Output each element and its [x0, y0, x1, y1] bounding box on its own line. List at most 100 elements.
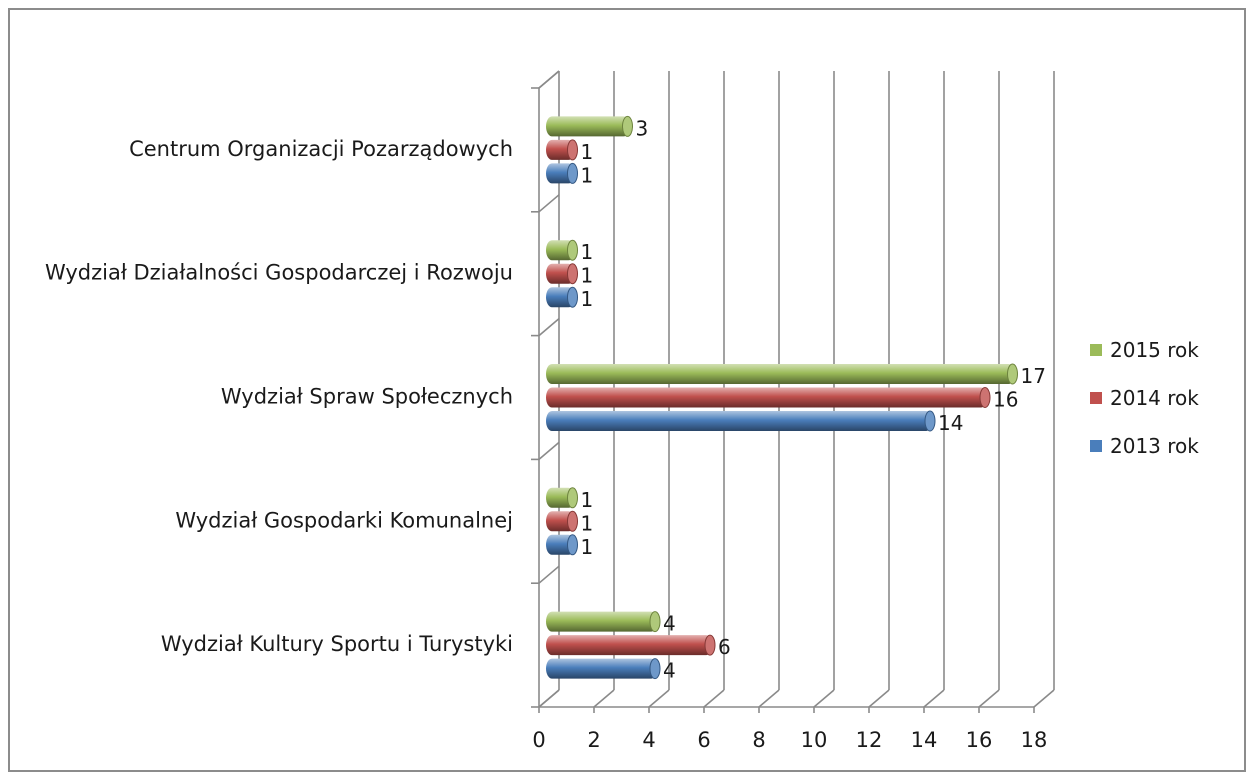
x-tick-label: 16 [966, 728, 993, 752]
data-label: 4 [663, 659, 676, 683]
bar [546, 387, 991, 408]
y-wall-line [538, 70, 560, 89]
bar-cap [649, 658, 661, 680]
bar-body [546, 139, 575, 160]
bar-cap [567, 263, 578, 285]
bar-cap [924, 410, 936, 432]
bar-body [546, 411, 932, 431]
bar-cap [649, 611, 661, 633]
bar-cap [567, 534, 578, 556]
category-label: Wydział Spraw Społecznych [221, 385, 513, 409]
x-tick-label: 12 [856, 728, 883, 752]
bar-cap [979, 387, 991, 408]
bar-body [546, 163, 575, 184]
y-wall-line [538, 441, 560, 461]
data-label: 6 [718, 635, 731, 659]
x-tick-label: 4 [642, 728, 655, 752]
gridline-floor [868, 689, 890, 708]
bar-body [546, 658, 657, 679]
gridline-floor [813, 689, 835, 708]
gridline-floor [1033, 689, 1055, 708]
bar [546, 658, 661, 680]
legend-item: 2013 rok [1090, 434, 1199, 458]
bars [546, 115, 1018, 680]
bar-cap [622, 115, 633, 137]
bar-body [546, 635, 712, 656]
bar-body [546, 487, 575, 508]
bar-cap [567, 239, 578, 261]
gridline-floor [593, 689, 615, 708]
bar-cap [567, 487, 578, 509]
legend-label: 2014 rok [1110, 386, 1199, 410]
gridline-floor [648, 689, 670, 708]
y-wall-line [538, 565, 560, 584]
category-label: Wydział Kultury Sportu i Turystyki [161, 632, 513, 656]
x-tick-label: 0 [532, 728, 545, 752]
bar [546, 534, 578, 556]
y-wall-line [538, 317, 560, 337]
category-label: Wydział Gospodarki Komunalnej [175, 508, 513, 532]
bar [546, 611, 661, 633]
legend-swatch [1090, 440, 1102, 452]
y-wall-line [538, 194, 560, 213]
bar [546, 286, 578, 308]
bar [546, 263, 578, 285]
category-label: Centrum Organizacji Pozarządowych [129, 137, 513, 161]
bar-body [546, 387, 987, 408]
bar-cap [567, 510, 578, 532]
bar-body [546, 611, 657, 632]
data-label: 1 [581, 163, 594, 187]
x-tick-label: 2 [587, 728, 600, 752]
bar-body [546, 263, 575, 284]
x-tick-label: 10 [801, 728, 828, 752]
data-label: 3 [636, 116, 649, 140]
data-label: 17 [1021, 364, 1046, 388]
x-tick-label: 18 [1021, 728, 1048, 752]
legend-swatch [1090, 344, 1102, 356]
bar [546, 510, 578, 532]
bar [546, 634, 716, 656]
data-label: 1 [581, 488, 594, 512]
data-label: 1 [581, 264, 594, 288]
legend: 2015 rok 2014 rok 2013 rok [1090, 338, 1199, 458]
bar-cap [567, 162, 578, 184]
data-label: 1 [581, 535, 594, 559]
bar [546, 139, 578, 161]
gridline-floor [978, 689, 1000, 708]
bar-cap [567, 286, 578, 308]
y-wall-line [538, 689, 560, 708]
legend-label: 2015 rok [1110, 338, 1199, 362]
bar-body [546, 287, 575, 308]
bar [546, 363, 1018, 385]
x-tick-label: 8 [752, 728, 765, 752]
legend-label: 2013 rok [1110, 434, 1199, 458]
data-label: 1 [581, 287, 594, 311]
data-label: 1 [581, 511, 594, 535]
bar-body [546, 240, 575, 261]
bar-body [546, 534, 575, 555]
data-label: 16 [993, 388, 1018, 412]
legend-item: 2015 rok [1090, 338, 1199, 362]
data-label: 4 [663, 612, 676, 636]
data-label: 14 [938, 411, 963, 435]
bar [546, 239, 578, 261]
gridline-floor [923, 689, 945, 708]
bar [546, 162, 578, 184]
gridline-floor [758, 689, 780, 708]
x-tick-label: 14 [911, 728, 938, 752]
bar-cap [704, 634, 716, 656]
bar-cap [1007, 363, 1018, 385]
gridline-floor [703, 689, 725, 708]
bar-cap [567, 139, 578, 161]
data-label: 1 [581, 240, 594, 264]
legend-swatch [1090, 392, 1102, 404]
bar-body [546, 511, 575, 532]
bar-body [546, 364, 1015, 384]
x-tick-label: 6 [697, 728, 710, 752]
bar [546, 115, 633, 137]
bar [546, 487, 578, 509]
bar-body [546, 116, 630, 137]
category-label: Wydział Działalności Gospodarczej i Rozw… [45, 261, 513, 285]
